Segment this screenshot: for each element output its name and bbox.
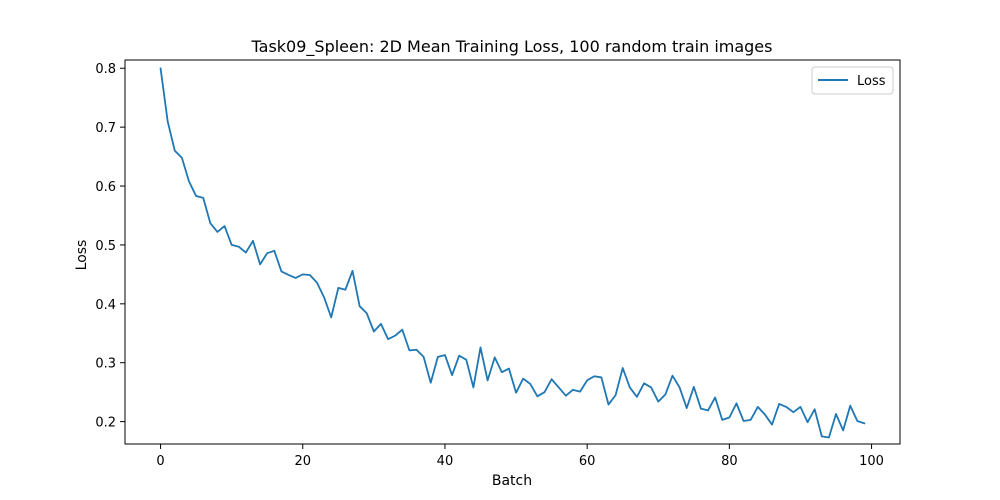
x-tick-label: 100 — [859, 454, 884, 469]
legend-box — [811, 66, 894, 95]
x-tick-label: 60 — [579, 454, 596, 469]
y-tick-label: 0.3 — [95, 357, 116, 372]
x-tick-label: 20 — [294, 454, 311, 469]
y-tick-label: 0.6 — [95, 180, 116, 195]
series-layer — [159, 67, 866, 439]
series-line-loss — [159, 67, 866, 439]
y-tick-label: 0.8 — [95, 62, 116, 77]
plot-area — [124, 59, 901, 445]
y-axis: 0.2 0.3 0.4 0.5 0.6 0.7 0.8 — [95, 62, 125, 431]
x-axis-label: Batch — [492, 473, 532, 489]
x-tick-label: 0 — [156, 454, 164, 469]
chart-title: Task09_Spleen: 2D Mean Training Loss, 10… — [251, 37, 773, 57]
y-axis-label: Loss — [74, 240, 90, 271]
x-tick-label: 80 — [721, 454, 738, 469]
y-tick-label: 0.4 — [95, 298, 116, 313]
y-tick-label: 0.5 — [95, 239, 116, 254]
y-tick-label: 0.7 — [95, 121, 116, 136]
legend: Loss — [811, 66, 894, 95]
legend-label: Loss — [857, 74, 886, 89]
y-tick-label: 0.2 — [95, 416, 116, 431]
x-axis: 0 20 40 60 80 100 — [156, 444, 884, 469]
x-tick-label: 40 — [437, 454, 454, 469]
